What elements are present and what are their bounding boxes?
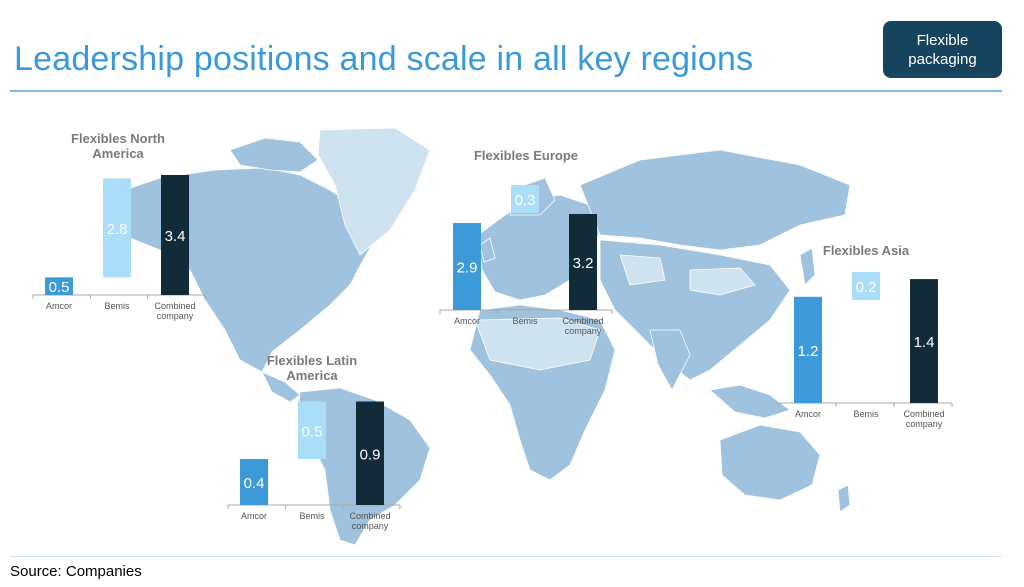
- bar-bemis: [511, 185, 539, 213]
- category-label: Amcor: [241, 511, 267, 521]
- category-label: Amcor: [795, 409, 821, 419]
- title-divider: [10, 90, 1002, 92]
- bar-combined-company: [910, 279, 938, 403]
- bar-value-label: 0.5: [302, 423, 323, 440]
- chart-title: Flexibles Europe: [474, 148, 578, 163]
- category-label: company: [352, 521, 389, 531]
- canada-islands: [229, 137, 319, 173]
- central-america: [261, 371, 301, 403]
- chart-title: Flexibles Latin: [267, 353, 357, 368]
- category-label: Amcor: [46, 301, 72, 311]
- india: [649, 329, 691, 391]
- british-isles: [479, 237, 496, 263]
- category-label: Combined: [562, 316, 603, 326]
- bar-combined-company: [569, 214, 597, 310]
- source-note: Source: Companies: [10, 563, 142, 580]
- bar-combined-company: [356, 401, 384, 505]
- category-label: company: [565, 326, 602, 336]
- bar-value-label: 1.4: [914, 334, 935, 351]
- bar-value-label: 3.4: [165, 228, 186, 245]
- bar-amcor: [453, 223, 481, 310]
- bar-combined-company: [161, 174, 189, 295]
- category-label: Combined: [349, 511, 390, 521]
- central-asia-region: [619, 254, 666, 286]
- page-title: Leadership positions and scale in all ke…: [14, 40, 754, 78]
- russia-landmass: [579, 149, 851, 251]
- category-label: Bemis: [104, 301, 130, 311]
- category-label: Bemis: [512, 316, 538, 326]
- bar-value-label: 0.2: [856, 279, 877, 296]
- new-zealand: [837, 484, 851, 513]
- bar-value-label: 1.2: [798, 343, 819, 360]
- australia-landmass: [719, 424, 821, 501]
- bar-value-label: 0.4: [244, 475, 265, 492]
- greenland: [317, 127, 431, 256]
- category-label: Bemis: [853, 409, 879, 419]
- bar-bemis: [298, 401, 326, 459]
- category-label: company: [906, 419, 943, 429]
- bar-value-label: 0.3: [515, 192, 536, 209]
- bar-value-label: 3.2: [573, 255, 594, 272]
- bar-amcor: [794, 296, 822, 403]
- southeast-asia-islands: [709, 384, 791, 419]
- category-label: Combined: [903, 409, 944, 419]
- bar-bemis: [852, 272, 880, 300]
- bar-value-label: 0.5: [49, 279, 70, 296]
- chart-title: Flexibles Asia: [823, 243, 910, 258]
- chart-title: Flexibles North: [71, 131, 165, 146]
- section-tag-badge: Flexible packaging: [883, 21, 1002, 78]
- category-label: company: [157, 311, 194, 321]
- mongolia-region: [689, 267, 756, 296]
- japan: [799, 247, 816, 286]
- bar-amcor: [240, 459, 268, 505]
- north-africa-region: [474, 317, 601, 371]
- bar-value-label: 2.8: [107, 221, 128, 238]
- footer-divider: [10, 556, 1002, 557]
- category-label: Combined: [154, 301, 195, 311]
- bar-amcor: [45, 277, 73, 295]
- chart-title: America: [286, 368, 338, 383]
- category-label: Bemis: [299, 511, 325, 521]
- category-label: Amcor: [454, 316, 480, 326]
- bar-value-label: 2.9: [457, 260, 478, 277]
- chart-title: America: [92, 146, 144, 161]
- bar-bemis: [103, 178, 131, 278]
- bar-value-label: 0.9: [360, 446, 381, 463]
